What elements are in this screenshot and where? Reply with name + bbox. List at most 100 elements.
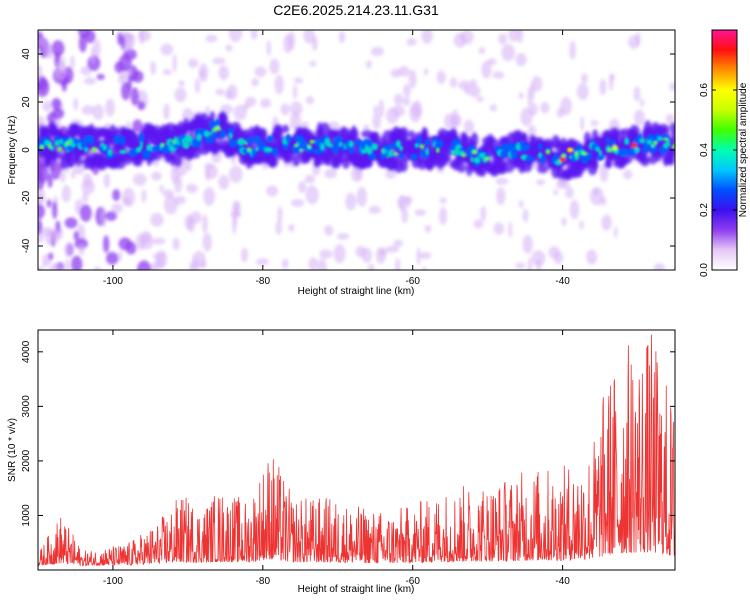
heatmap-cell [92,147,97,153]
heatmap-cell [64,217,78,229]
heatmap-cell [67,155,75,168]
heatmap-cell [366,139,373,148]
heatmap-cell [78,244,85,256]
heatmap-cell [267,147,273,153]
heatmap-cell [228,132,233,139]
heatmap-cell [496,187,506,206]
heatmap-cell [356,186,367,207]
heatmap-cell [502,160,515,173]
heatmap-cell [487,58,497,66]
heatmap-cell [38,219,43,236]
heatmap-cell [476,95,484,103]
heatmap-cell [105,211,117,221]
heatmap-cell [425,147,429,156]
heatmap-cell [47,173,53,188]
heatmap-cell [132,173,147,186]
heatmap-cell [416,135,422,146]
heatmap-cell [277,206,283,224]
heatmap-cell [163,103,170,120]
heatmap-cell [516,30,524,44]
heatmap-cell [536,164,549,174]
heatmap-cell [580,116,585,132]
heatmap-cell [515,262,526,269]
heatmap-cell [398,66,410,77]
heatmap-cell [560,96,572,116]
heatmap-cell [542,141,554,151]
heatmap-cell [73,156,83,167]
heatmap-cell [211,131,219,138]
heatmap-cell [74,238,89,249]
heatmap-cell [102,235,110,253]
heatmap-cell [38,77,50,98]
heatmap-cell [451,109,459,129]
heatmap-cell [250,30,258,40]
heatmap-cell [119,149,127,154]
heatmap-cell [378,99,385,118]
heatmap-cell [47,140,53,146]
heatmap-cell [561,216,567,227]
heatmap-cell [103,173,111,188]
heatmap-cell [160,43,174,56]
heatmap-cell [266,185,279,197]
heatmap-cell [78,30,91,39]
heatmap-cell [522,234,533,254]
heatmap-cell [93,39,101,59]
heatmap-cell [368,153,377,160]
snr-series-line [38,334,675,567]
heatmap-cell [251,78,259,87]
heatmap-cell [399,145,403,152]
heatmap-cell [132,119,143,133]
heatmap-cell [648,143,658,154]
heatmap-cell [118,54,132,72]
heatmap-cell [471,149,478,155]
heatmap-cell [540,101,550,114]
heatmap-cell [93,266,102,270]
heatmap-cell [105,98,115,117]
heatmap-cell [305,96,314,105]
heatmap-cell [105,251,119,265]
heatmap-cell [399,158,408,173]
heatmap-cell [367,263,375,270]
heatmap-cell [372,113,382,130]
spectrogram-x-ticks: -100 -80 -60 -40 [103,30,570,287]
heatmap-cell [227,84,238,101]
heatmap-cell [38,266,43,270]
heatmap-cell [331,144,340,154]
heatmap-cell [553,251,564,265]
heatmap-cell [380,153,386,160]
heatmap-cell [633,86,641,102]
heatmap-cell [38,38,46,47]
heatmap-cell [537,142,543,151]
heatmap-cell [254,66,267,77]
heatmap-cell [345,192,357,211]
heatmap-cell [487,137,499,150]
heatmap-cell [260,98,272,109]
heatmap-cell [522,208,529,223]
heatmap-cell [397,195,411,210]
heatmap-cell [478,47,486,55]
heatmap-cell [349,128,359,141]
heatmap-cell [628,146,636,157]
y-tick-label: -20 [21,190,32,205]
heatmap-cell [406,38,417,46]
heatmap-cell [311,35,318,51]
y-tick-label: -40 [21,238,32,253]
heatmap-cell [240,247,249,263]
heatmap-cell [51,108,65,120]
heatmap-cell [191,258,199,270]
heatmap-cell [670,129,675,140]
heatmap-cell [327,143,333,148]
heatmap-cell [520,107,533,127]
heatmap-cell [590,119,599,127]
heatmap-cell [107,149,113,156]
heatmap-cell [215,88,225,96]
heatmap-cell [527,86,533,106]
heatmap-cell [38,173,45,190]
heatmap-cell [317,258,327,270]
heatmap-cell [386,107,399,124]
heatmap-cell [162,68,172,76]
heatmap-cell [194,78,201,94]
heatmap-cell [38,157,41,176]
heatmap-cell [39,144,44,150]
y-tick-label: 20 [21,96,32,108]
